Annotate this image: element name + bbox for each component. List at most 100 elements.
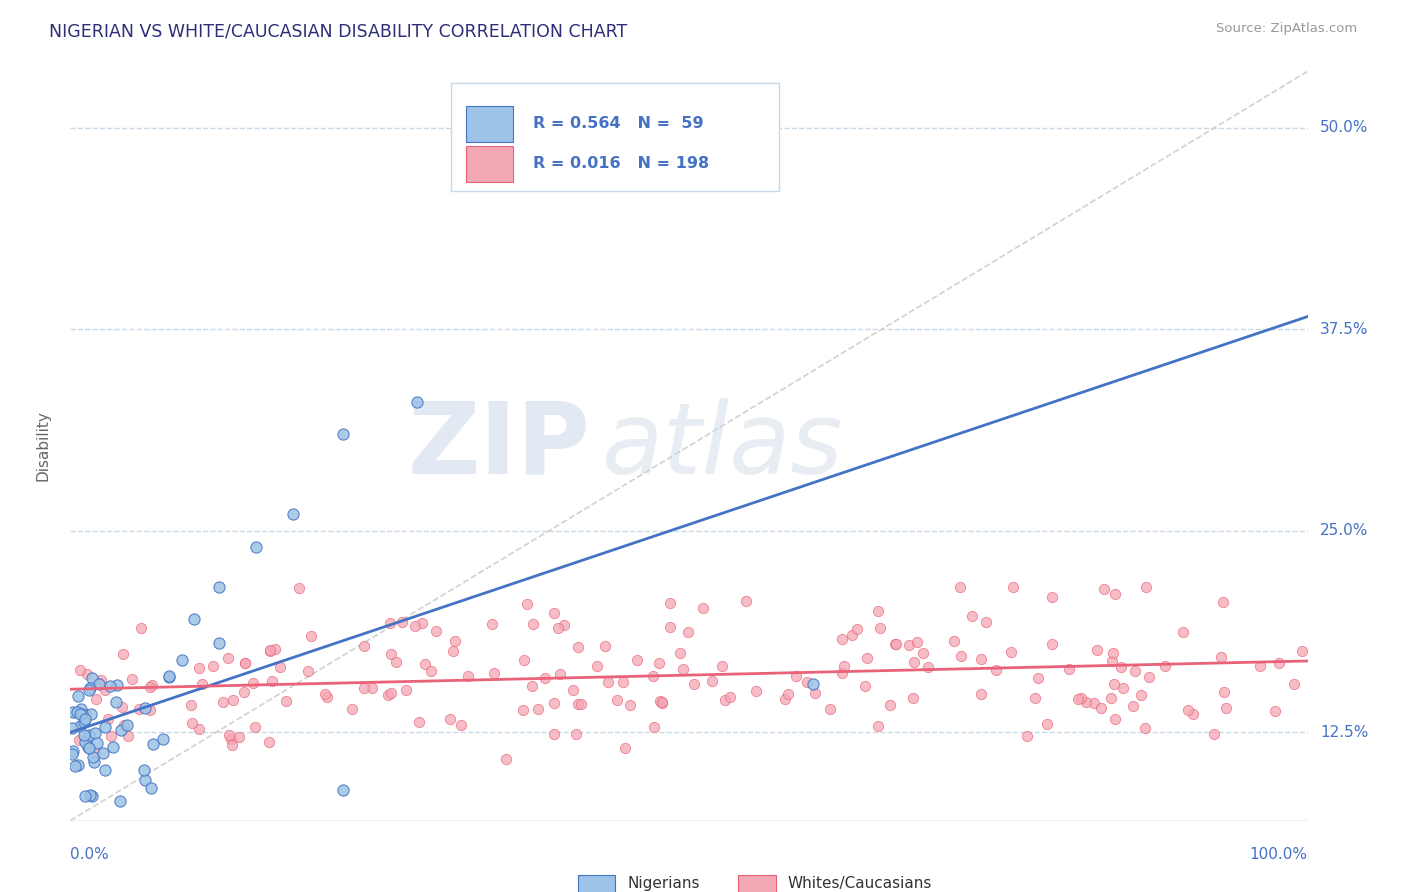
Point: [139, 781, 162, 796]
Point: [543, 696, 565, 710]
Point: [245, 540, 267, 554]
Point: [846, 623, 869, 637]
Point: [233, 657, 256, 671]
Point: [1177, 703, 1199, 717]
Point: [287, 581, 309, 595]
Point: [94, 683, 117, 698]
Point: [180, 715, 202, 730]
Point: [702, 673, 724, 688]
Point: [139, 703, 162, 717]
Point: [1204, 727, 1226, 741]
Point: [79, 681, 101, 695]
Point: [105, 678, 128, 692]
Point: [129, 622, 152, 636]
Point: [75, 706, 97, 721]
Point: [948, 580, 970, 594]
Point: [157, 670, 180, 684]
Bar: [467, 106, 513, 142]
Point: [903, 655, 925, 669]
Point: [79, 740, 101, 755]
Point: [83, 726, 105, 740]
Point: [1101, 654, 1123, 668]
Point: [361, 681, 384, 696]
Point: [212, 695, 235, 709]
Point: [408, 714, 430, 729]
Text: atlas: atlas: [602, 398, 844, 494]
Point: [897, 639, 920, 653]
Point: [785, 669, 807, 683]
Point: [1249, 658, 1271, 673]
Point: [1212, 595, 1234, 609]
Point: [565, 727, 588, 741]
Point: [643, 720, 665, 734]
Point: [391, 615, 413, 630]
Point: [718, 690, 741, 705]
Point: [104, 695, 127, 709]
Point: [73, 714, 96, 729]
Point: [60, 747, 83, 761]
Point: [316, 690, 339, 704]
Point: [1181, 707, 1204, 722]
Point: [1171, 625, 1194, 640]
Text: NIGERIAN VS WHITE/CAUCASIAN DISABILITY CORRELATION CHART: NIGERIAN VS WHITE/CAUCASIAN DISABILITY C…: [49, 22, 627, 40]
Point: [626, 652, 648, 666]
Point: [380, 647, 402, 661]
Point: [262, 674, 284, 689]
Point: [613, 741, 636, 756]
Point: [73, 728, 96, 742]
Point: [526, 702, 548, 716]
Text: 0.0%: 0.0%: [70, 847, 110, 862]
Point: [441, 644, 464, 658]
Point: [943, 633, 966, 648]
Point: [883, 637, 905, 651]
Point: [90, 673, 112, 687]
Point: [62, 743, 84, 757]
Text: 37.5%: 37.5%: [1320, 322, 1368, 336]
Point: [80, 789, 103, 804]
Point: [976, 615, 998, 630]
Point: [69, 701, 91, 715]
Point: [457, 669, 479, 683]
Point: [778, 687, 800, 701]
Point: [115, 717, 138, 731]
Point: [1040, 590, 1063, 604]
Text: Source: ZipAtlas.com: Source: ZipAtlas.com: [1216, 22, 1357, 36]
Point: [221, 738, 243, 752]
Point: [233, 656, 256, 670]
Point: [683, 677, 706, 691]
Point: [134, 763, 156, 777]
Point: [1102, 677, 1125, 691]
Point: [84, 745, 107, 759]
Point: [170, 652, 193, 666]
Point: [796, 675, 818, 690]
Point: [866, 719, 889, 733]
Point: [1215, 701, 1237, 715]
Point: [1002, 580, 1025, 594]
Point: [585, 659, 607, 673]
Point: [866, 604, 889, 618]
Point: [841, 628, 863, 642]
Point: [567, 640, 589, 655]
Point: [134, 701, 156, 715]
Point: [152, 732, 174, 747]
Point: [651, 696, 673, 710]
Point: [93, 764, 115, 778]
Point: [180, 698, 202, 713]
Point: [103, 739, 125, 754]
Point: [420, 664, 443, 678]
Point: [208, 580, 231, 594]
Point: [413, 657, 436, 671]
Point: [1036, 717, 1059, 731]
Point: [1026, 671, 1049, 685]
Point: [83, 756, 105, 770]
Point: [353, 640, 375, 654]
Point: [950, 648, 973, 663]
Point: [1282, 676, 1305, 690]
Point: [86, 736, 108, 750]
Point: [191, 677, 214, 691]
Point: [141, 678, 163, 692]
Point: [404, 618, 426, 632]
Point: [63, 758, 86, 772]
Point: [1000, 645, 1022, 659]
Point: [77, 728, 100, 742]
